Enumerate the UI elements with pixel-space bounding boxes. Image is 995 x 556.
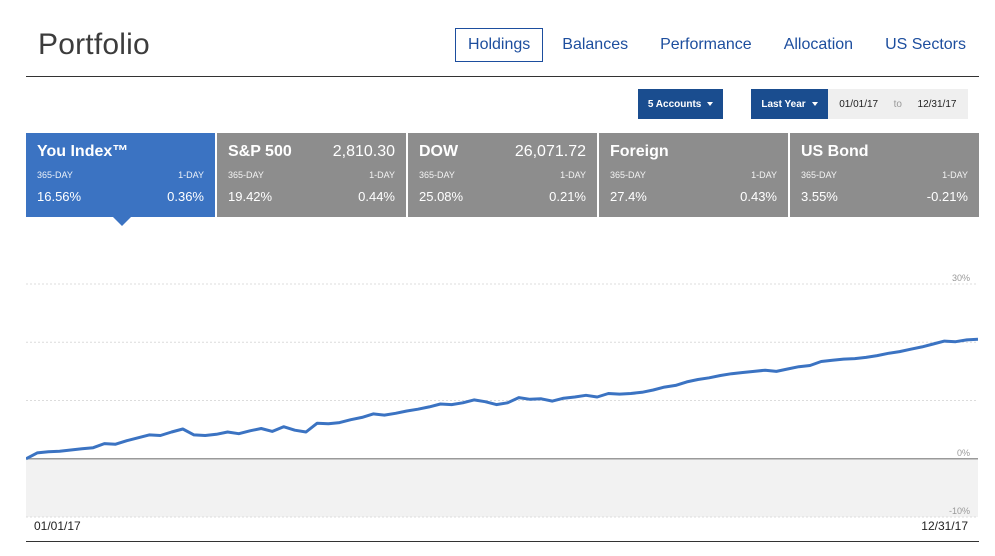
x-label-start: 01/01/17	[34, 519, 81, 533]
card-name: You Index™	[37, 143, 129, 160]
header-divider	[26, 76, 979, 77]
series-line-you-index	[26, 337, 978, 461]
card-name: S&P 500	[228, 143, 292, 160]
card-us-bond[interactable]: US Bond 365-DAY 1-DAY 3.55% -0.21%	[790, 133, 979, 217]
date-range-dropdown-label: Last Year	[761, 98, 806, 110]
y-tick-label: 0%	[957, 448, 970, 458]
card-you-index[interactable]: You Index™ 365-DAY 1-DAY 16.56% 0.36%	[26, 133, 215, 226]
card-1d-value: 0.36%	[167, 189, 204, 204]
card-dow[interactable]: DOW 26,071.72 365-DAY 1-DAY 25.08% 0.21%	[408, 133, 597, 217]
card-365-label: 365-DAY	[801, 170, 837, 180]
card-365-value: 3.55%	[801, 189, 838, 204]
selected-pointer	[113, 217, 131, 226]
card-1d-label: 1-DAY	[560, 170, 586, 180]
card-365-label: 365-DAY	[419, 170, 455, 180]
card-1d-label: 1-DAY	[369, 170, 395, 180]
tab-balances[interactable]: Balances	[562, 36, 629, 53]
y-tick-label: 30%	[952, 273, 970, 283]
card-1d-label: 1-DAY	[942, 170, 968, 180]
card-365-value: 27.4%	[610, 189, 647, 204]
card-name: DOW	[419, 143, 459, 160]
card-1d-value: 0.44%	[358, 189, 395, 204]
accounts-dropdown-label: 5 Accounts	[647, 98, 702, 110]
tab-holdings[interactable]: Holdings	[455, 28, 544, 62]
top-nav: Holdings Balances Performance Allocation…	[455, 28, 979, 62]
chevron-down-icon	[707, 102, 714, 106]
tab-allocation[interactable]: Allocation	[783, 36, 854, 53]
x-label-end: 12/31/17	[921, 519, 968, 533]
card-1d-value: 0.21%	[549, 189, 586, 204]
card-365-label: 365-DAY	[37, 170, 73, 180]
card-365-label: 365-DAY	[610, 170, 646, 180]
card-365-value: 19.42%	[228, 189, 273, 204]
card-1d-value: -0.21%	[926, 189, 968, 204]
card-365-value: 16.56%	[37, 189, 82, 204]
card-name: US Bond	[801, 143, 869, 160]
card-foreign[interactable]: Foreign 365-DAY 1-DAY 27.4% 0.43%	[599, 133, 788, 217]
x-axis-labels: 01/01/17 12/31/17	[34, 519, 968, 533]
card-level: 26,071.72	[514, 143, 586, 160]
end-date-field[interactable]: 12/31/17	[917, 98, 957, 110]
performance-chart: 30% 0% -10%	[26, 273, 978, 518]
negative-region	[26, 458, 978, 517]
date-range-dropdown[interactable]: Last Year	[751, 89, 828, 119]
y-tick-label: -10%	[949, 506, 970, 516]
filter-controls: 5 Accounts Last Year 01/01/17 to 12/31/1…	[637, 89, 968, 119]
card-level: 2,810.30	[332, 143, 395, 160]
card-sp500[interactable]: S&P 500 2,810.30 365-DAY 1-DAY 19.42% 0.…	[217, 133, 406, 217]
card-1d-label: 1-DAY	[751, 170, 777, 180]
chevron-down-icon	[811, 102, 818, 106]
start-date-field[interactable]: 01/01/17	[839, 98, 879, 110]
tab-performance[interactable]: Performance	[660, 36, 752, 53]
date-separator: to	[893, 98, 902, 110]
index-cards: You Index™ 365-DAY 1-DAY 16.56% 0.36% S&…	[26, 133, 979, 226]
accounts-dropdown[interactable]: 5 Accounts	[637, 89, 724, 119]
card-365-label: 365-DAY	[228, 170, 264, 180]
date-range-fields: 01/01/17 to 12/31/17	[827, 89, 968, 119]
card-365-value: 25.08%	[419, 189, 464, 204]
card-1d-label: 1-DAY	[178, 170, 204, 180]
tab-us-sectors[interactable]: US Sectors	[885, 36, 966, 53]
card-name: Foreign	[610, 143, 669, 160]
page-title: Portfolio	[38, 28, 150, 61]
card-1d-value: 0.43%	[740, 189, 777, 204]
bottom-divider	[26, 541, 979, 542]
